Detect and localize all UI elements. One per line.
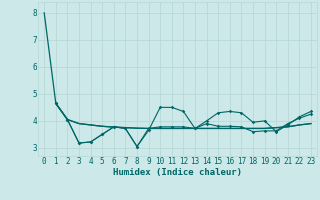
X-axis label: Humidex (Indice chaleur): Humidex (Indice chaleur) xyxy=(113,168,242,177)
